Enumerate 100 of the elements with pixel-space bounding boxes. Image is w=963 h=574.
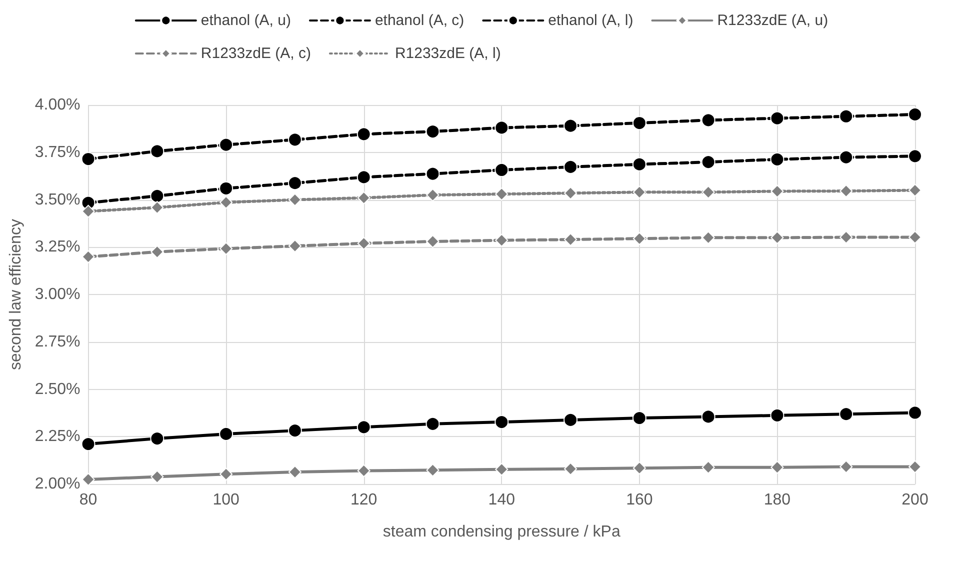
point (564, 412, 578, 427)
y-tick-label: 3.00% (34, 286, 80, 303)
point (150, 432, 164, 446)
point (82, 250, 95, 264)
point (82, 204, 95, 218)
point (495, 462, 508, 476)
point (288, 466, 302, 479)
x-tick-label: 120 (350, 492, 378, 508)
point (288, 424, 302, 438)
y-tick-label: 3.50% (34, 191, 80, 208)
point (839, 109, 854, 124)
point (219, 426, 234, 441)
legend-label: R1233zdE (A, l) (394, 45, 501, 62)
point (356, 127, 371, 142)
point (632, 186, 646, 199)
point (564, 233, 578, 246)
x-tick-label: 180 (764, 492, 791, 508)
point (840, 230, 853, 244)
point (840, 460, 853, 474)
point (150, 188, 164, 203)
point (426, 234, 440, 248)
point (495, 234, 508, 247)
point (426, 166, 440, 181)
y-tick-label: 2.00% (34, 476, 80, 492)
y-tick-label: 4.00% (34, 96, 80, 114)
point (839, 150, 854, 164)
x-tick-label: 200 (902, 492, 928, 508)
point (908, 230, 922, 244)
point (908, 184, 922, 197)
point (770, 460, 784, 474)
point (632, 157, 646, 172)
point (770, 408, 784, 422)
point (220, 468, 233, 481)
x-tick-label: 140 (488, 492, 516, 508)
x-tick-label: 80 (79, 492, 98, 508)
point (632, 232, 646, 246)
point (426, 188, 440, 202)
y-tick-label: 2.50% (34, 380, 80, 398)
point (908, 107, 922, 122)
point (81, 152, 96, 166)
point (770, 111, 784, 126)
point (494, 120, 509, 135)
point (357, 236, 370, 250)
legend-label: ethanol (A, l) (548, 12, 634, 29)
point (564, 186, 578, 200)
point (288, 193, 302, 206)
legend-label: ethanol (A, u) (200, 12, 291, 29)
point (356, 420, 371, 434)
point (150, 245, 164, 258)
point (908, 406, 922, 420)
point (632, 116, 646, 130)
point (770, 152, 784, 166)
x-tick-label: 100 (212, 492, 240, 508)
point (220, 242, 233, 256)
point (839, 407, 854, 422)
y-tick-label: 2.25% (34, 428, 80, 446)
point (150, 201, 164, 214)
point (632, 462, 646, 475)
point (150, 470, 164, 484)
point (701, 155, 716, 170)
point (219, 138, 234, 152)
point (701, 113, 716, 128)
point (770, 231, 784, 244)
point (770, 184, 784, 198)
y-axis-title: second law efficiency (8, 219, 24, 370)
point (908, 149, 922, 164)
point (564, 160, 578, 174)
y-tick-label: 3.75% (34, 144, 80, 161)
point (82, 472, 95, 486)
point (426, 416, 440, 431)
x-axis-title: steam condensing pressure / kPa (382, 524, 620, 540)
point (426, 464, 440, 477)
point (288, 132, 302, 147)
legend-label: R1233zdE (A, c) (200, 45, 311, 62)
point (426, 124, 440, 139)
point (220, 196, 233, 209)
point (840, 184, 853, 198)
point (702, 460, 715, 474)
point (81, 437, 96, 452)
point (288, 176, 302, 190)
y-tick-label: 2.75% (34, 333, 80, 350)
point (495, 188, 508, 201)
point (908, 460, 922, 474)
legend-label: ethanol (A, c) (374, 12, 464, 29)
point (494, 415, 509, 430)
point (288, 239, 302, 252)
x-tick-label: 160 (626, 492, 653, 508)
point (219, 181, 234, 196)
point (632, 411, 646, 426)
point (564, 462, 578, 476)
point (701, 410, 716, 424)
point (356, 170, 371, 184)
point (150, 144, 164, 158)
point (564, 118, 578, 133)
point (702, 231, 715, 244)
y-tick-label: 3.25% (34, 238, 80, 256)
point (357, 191, 370, 204)
legend-label: R1233zdE (A, u) (717, 12, 828, 29)
point (702, 186, 715, 199)
point (357, 464, 370, 478)
